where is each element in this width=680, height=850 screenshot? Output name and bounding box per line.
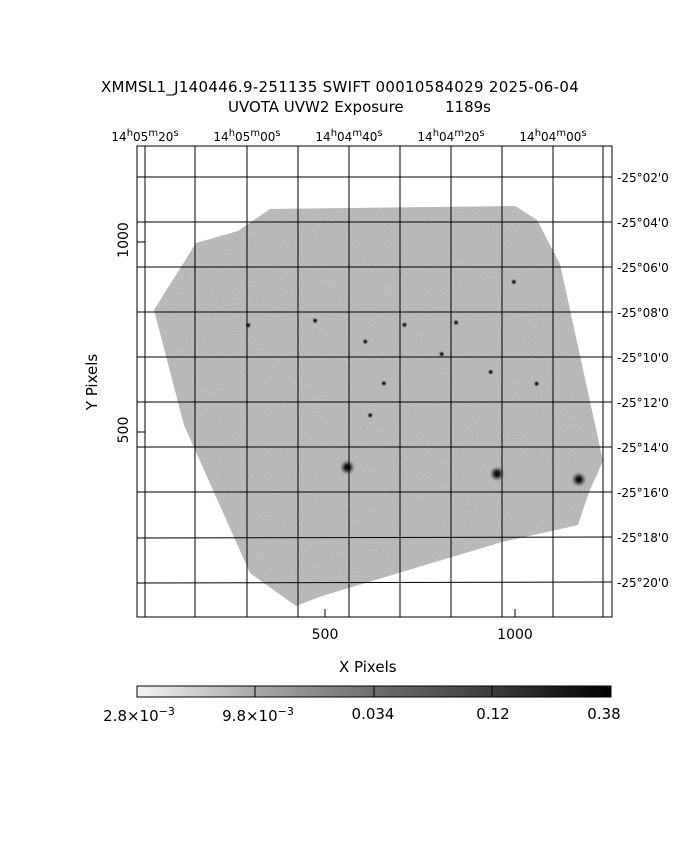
title-line-1: XMMSL1_J140446.9-251135 SWIFT 0001058402…	[100, 78, 580, 96]
source-9	[452, 319, 460, 326]
coordinate-grid	[136, 146, 613, 617]
source-11	[367, 412, 374, 419]
dec-tick-label: -25°08'0	[617, 306, 669, 320]
dec-tick-label: -25°14'0	[617, 441, 669, 455]
colorbar-label: 0.38	[587, 705, 621, 723]
colorbar-label: 9.8×10−3	[222, 705, 294, 725]
pixel-ticks	[137, 241, 516, 617]
dec-tick-label: -25°04'0	[617, 216, 669, 230]
dec-grid-line	[136, 536, 613, 539]
exposure-value: 1189s	[445, 98, 491, 116]
bright-source-1	[339, 459, 356, 476]
y-tick-label: 1000	[116, 222, 132, 258]
dec-tick-label: -25°20'0	[617, 576, 669, 590]
exposure-field	[154, 206, 603, 606]
source-12	[510, 278, 518, 286]
x-tick-label: 1000	[497, 627, 533, 643]
y-tick-label: 500	[116, 416, 132, 444]
ra-tick-label: 14h04m00s	[519, 128, 587, 144]
dec-tick-label: -25°10'0	[617, 351, 669, 365]
source-7	[311, 317, 319, 324]
colorbar-label: 0.034	[351, 705, 395, 723]
colorbar	[136, 685, 612, 698]
dec-tick-label: -25°18'0	[617, 531, 669, 545]
source-14	[533, 380, 540, 387]
y-axis-label: Y Pixels	[83, 353, 101, 411]
dec-grid-line	[136, 581, 613, 584]
bright-source-2	[489, 465, 506, 482]
colorbar-label: 0.12	[476, 705, 510, 723]
ra-tick-label: 14h04m20s	[417, 128, 485, 144]
dec-tick-label: -25°02'0	[617, 171, 669, 185]
source-4	[438, 350, 445, 358]
ra-tick-label: 14h05m00s	[213, 128, 281, 144]
bright-source-3	[570, 471, 587, 488]
source-10	[487, 368, 494, 376]
source-8	[401, 321, 408, 329]
colorbar-label: 2.8×10−3	[103, 705, 175, 725]
dec-tick-label: -25°12'0	[617, 396, 669, 410]
dec-tick-label: -25°16'0	[617, 486, 669, 500]
x-axis-label: X Pixels	[339, 658, 397, 676]
plot-frame	[136, 145, 613, 618]
title-line-2: UVOTA UVW2 Exposure	[228, 98, 404, 116]
source-6	[245, 322, 252, 329]
dec-tick-label: -25°06'0	[617, 261, 669, 275]
source-5	[380, 380, 388, 387]
x-tick-label: 500	[311, 627, 339, 643]
source-13	[362, 338, 369, 345]
ra-tick-label: 14h05m20s	[111, 128, 179, 144]
ra-tick-label: 14h04m40s	[315, 128, 383, 144]
